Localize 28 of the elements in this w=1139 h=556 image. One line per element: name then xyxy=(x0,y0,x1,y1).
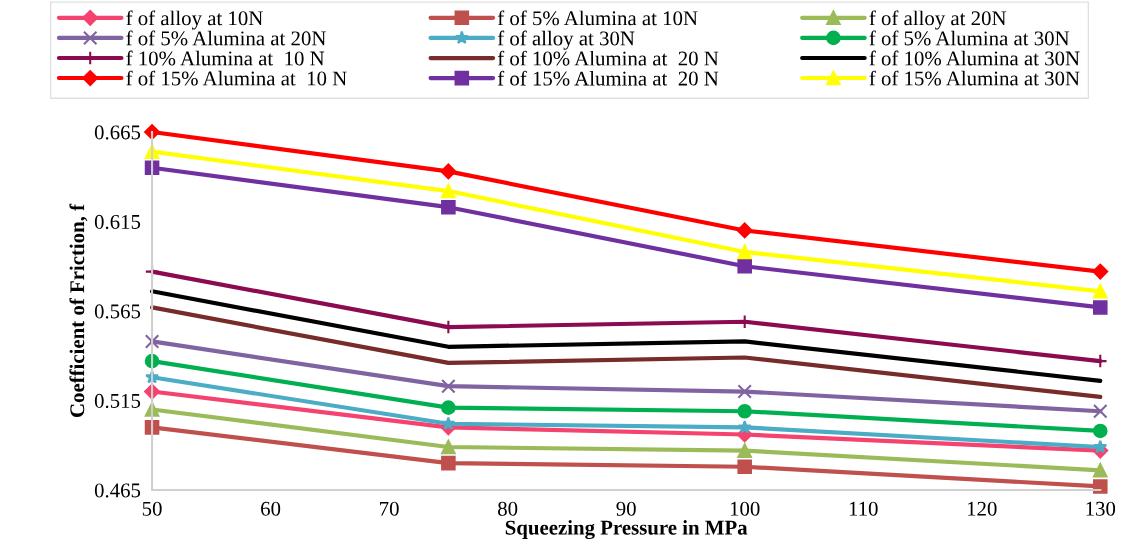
legend-label: f of 15% Alumina at 30N xyxy=(869,70,1080,86)
y-tick-label: 0.665 xyxy=(94,125,141,140)
legend-label: f of 15% Alumina at 10 N xyxy=(126,70,347,86)
legend-label: f of alloy at 20N xyxy=(869,10,1007,30)
x-tick-label: 90 xyxy=(616,501,636,516)
legend-label: f of 5% Alumina at 10N xyxy=(497,10,698,26)
x-tick-label: 50 xyxy=(142,501,162,516)
x-tick-label: 120 xyxy=(967,501,997,516)
legend-label: f of 15% Alumina at 20 N xyxy=(497,70,719,86)
legend-label: f 10% Alumina at 10 N xyxy=(126,50,325,66)
legend-label: f of alloy at 30N xyxy=(497,30,635,50)
y-tick-label: 0.615 xyxy=(94,214,141,230)
x-tick-label: 110 xyxy=(849,501,878,516)
x-axis-title: Squeezing Pressure in MPa xyxy=(505,520,748,540)
x-tick-label: 60 xyxy=(261,501,281,516)
y-tick-label: 0.465 xyxy=(94,483,141,498)
y-tick-label: 0.565 xyxy=(94,304,141,319)
x-tick-label: 80 xyxy=(498,501,518,516)
y-tick-label: 0.515 xyxy=(94,393,141,409)
x-tick-label: 130 xyxy=(1086,501,1116,516)
legend-label: f of 5% Alumina at 30N xyxy=(869,30,1070,46)
y-axis-title: Coefficient of Friction, f xyxy=(69,203,88,417)
legend-label: f of alloy at 10N xyxy=(126,10,263,30)
legend-label: f of 5% Alumina at 20N xyxy=(126,30,326,46)
x-tick-label: 70 xyxy=(380,501,399,516)
legend-label: f of 10% Alumina at 30N xyxy=(869,50,1080,66)
x-tick-label: 100 xyxy=(730,501,760,516)
legend-label: f of 10% Alumina at 20 N xyxy=(497,50,719,66)
